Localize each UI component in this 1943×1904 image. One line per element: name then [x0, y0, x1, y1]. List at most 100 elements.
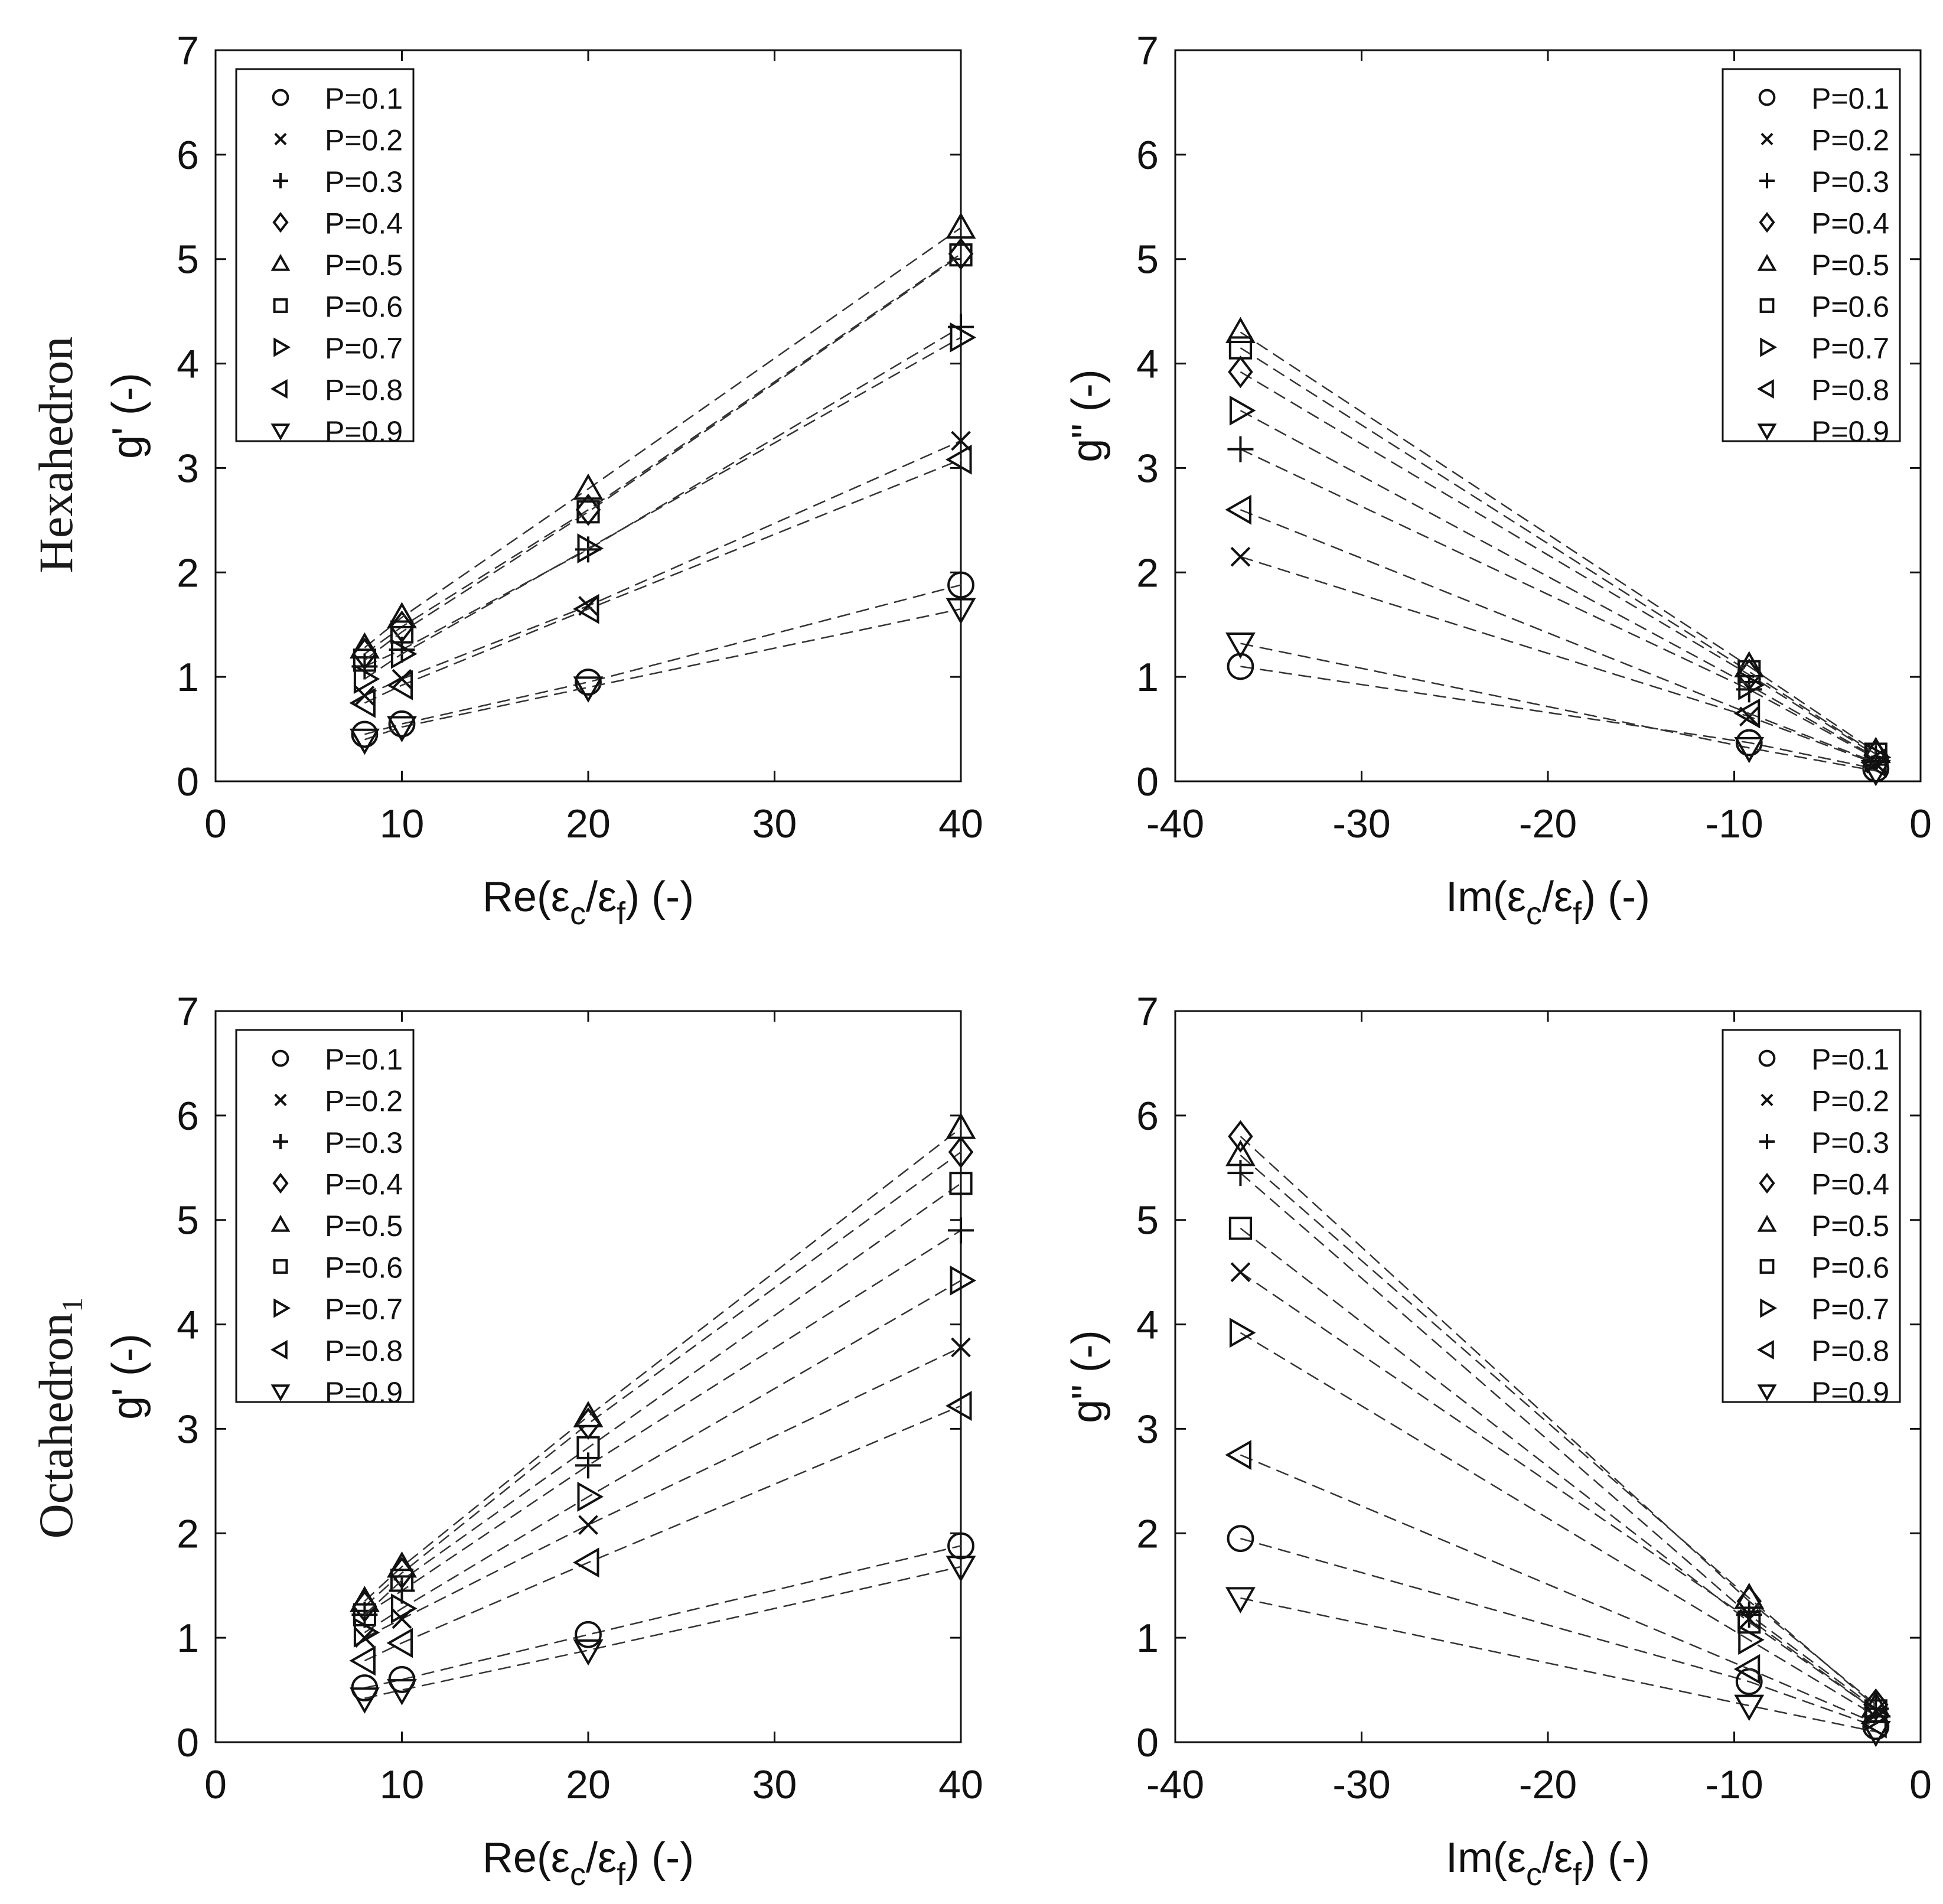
series-line	[364, 440, 961, 697]
series-line	[1240, 556, 1876, 765]
data-point	[578, 1515, 598, 1535]
legend-symbol	[1757, 1384, 1777, 1402]
series-line	[1240, 410, 1876, 758]
series-line	[364, 1127, 961, 1602]
series-P=0.3	[351, 314, 974, 680]
data-point	[1225, 1140, 1256, 1166]
legend-label: P=0.1	[325, 82, 403, 115]
legend-label: P=0.8	[325, 1335, 403, 1368]
data-point	[577, 1481, 604, 1512]
x-tick-label: -30	[1332, 801, 1390, 846]
data-point	[947, 571, 974, 599]
y-tick-label: 2	[177, 550, 199, 595]
legend-symbol	[274, 132, 287, 146]
legend-symbol	[273, 1134, 288, 1149]
data-point	[1229, 1318, 1256, 1348]
series-line	[1240, 448, 1876, 759]
legend-label: P=0.7	[325, 1293, 403, 1326]
series-P=0.3	[1227, 436, 1889, 772]
series-P=0.6	[353, 1172, 973, 1626]
legend-symbol	[270, 1340, 288, 1359]
series-line	[1240, 1332, 1876, 1717]
data-point	[573, 1401, 604, 1427]
series-line	[364, 1545, 961, 1689]
legend-label: P=0.3	[325, 1126, 403, 1159]
data-point	[1228, 1217, 1253, 1240]
legend-symbol	[272, 211, 289, 233]
series-P=0.2	[354, 1337, 971, 1648]
legend-symbol	[1759, 1134, 1775, 1149]
x-axis-label: Im(εc/εf) (-)	[1446, 873, 1650, 931]
data-point	[575, 1407, 601, 1440]
legend-symbol	[1757, 1214, 1777, 1232]
y-tick-label: 3	[177, 1407, 199, 1452]
y-tick-label: 1	[1136, 655, 1159, 700]
series-line	[364, 459, 961, 704]
x-tick-label: 40	[938, 801, 983, 846]
legend-label: P=0.3	[1811, 1126, 1889, 1159]
series-line	[1240, 1597, 1876, 1733]
series-P=0.7	[353, 1265, 977, 1648]
data-point	[1228, 336, 1253, 360]
x-tick-label: -40	[1146, 801, 1204, 846]
y-tick-label: 4	[1136, 342, 1159, 387]
data-point	[1736, 658, 1762, 692]
legend-label: P=0.9	[325, 415, 403, 448]
series-line	[1240, 347, 1876, 755]
data-point	[951, 1337, 971, 1358]
legend-symbol	[1759, 1259, 1775, 1274]
y-tick-label: 2	[1136, 550, 1159, 595]
data-point	[1860, 1708, 1887, 1739]
legend: P=0.1 P=0.2 P=0.3 P=0.4 P=0.5 P=0.6 P=0.7 P=0.8…	[1722, 1029, 1901, 1409]
legend-box	[1722, 1029, 1901, 1403]
series-line	[364, 1151, 961, 1608]
legend-symbol	[1761, 1093, 1774, 1107]
data-point	[572, 1547, 599, 1578]
series-P=0.9	[349, 598, 976, 755]
legend-label: P=0.1	[1811, 1043, 1889, 1076]
x-tick-label: 0	[204, 1762, 227, 1807]
data-point	[1738, 1625, 1765, 1655]
data-point	[946, 1556, 976, 1582]
data-point	[1733, 1654, 1761, 1684]
data-point	[949, 1172, 973, 1195]
y-tick-label: 5	[177, 1198, 199, 1243]
legend-label: P=0.2	[325, 1085, 403, 1118]
x-tick-label: 20	[566, 1762, 611, 1807]
y-tick-label: 5	[177, 237, 199, 282]
legend-symbol	[272, 1049, 289, 1067]
x-tick-label: 40	[938, 1762, 983, 1807]
legend: P=0.1 P=0.2 P=0.3 P=0.4 P=0.5 P=0.6 P=0.7 P=0.8…	[235, 68, 415, 448]
data-point	[951, 431, 971, 451]
legend-label: P=0.8	[1811, 1335, 1889, 1368]
data-point	[351, 720, 379, 748]
x-axis-label: Im(εc/εf) (-)	[1446, 1834, 1650, 1892]
y-tick-label: 6	[1136, 133, 1159, 178]
x-tick-label: 10	[380, 801, 425, 846]
data-point	[1225, 317, 1256, 344]
data-point	[946, 1113, 976, 1139]
data-point	[353, 664, 380, 695]
series-P=0.5	[349, 1113, 976, 1612]
y-tick-label: 5	[1136, 1198, 1159, 1243]
data-point	[1228, 356, 1253, 389]
data-point	[1734, 1694, 1765, 1722]
series-P=0.2	[354, 431, 971, 706]
legend-symbol	[1759, 298, 1775, 313]
legend-symbol	[1756, 379, 1774, 399]
series-line	[364, 584, 961, 735]
series-P=0.8	[1225, 1440, 1887, 1739]
series-P=0.7	[1229, 1318, 1892, 1732]
series-line	[1240, 643, 1876, 772]
legend-symbol	[270, 1214, 291, 1232]
legend-symbol	[1759, 173, 1775, 188]
legend-symbol	[272, 1172, 289, 1194]
y-tick-label: 5	[1136, 237, 1159, 282]
legend-label: P=0.9	[1811, 415, 1889, 448]
data-point	[1227, 1525, 1254, 1553]
y-tick-label: 1	[1136, 1616, 1159, 1661]
data-point	[1864, 742, 1892, 772]
data-point	[390, 1569, 414, 1592]
x-tick-label: 0	[204, 801, 227, 846]
